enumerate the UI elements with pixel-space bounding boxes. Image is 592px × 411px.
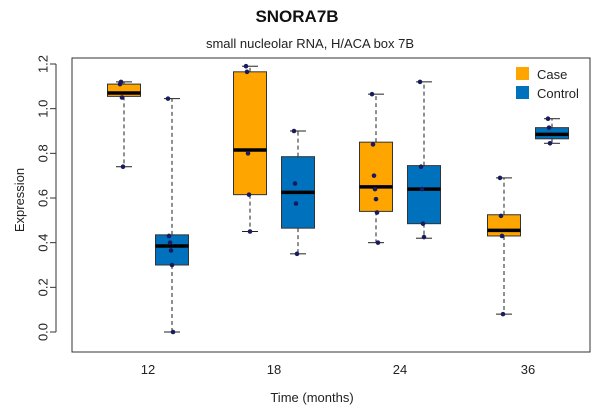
box-case-12 [107,79,141,170]
iqr-box [233,71,267,196]
y-tick-label: 1.2 [35,55,50,73]
data-point [244,69,250,75]
box-control-36 [535,116,569,146]
data-point [545,116,551,122]
y-tick-label: 0.6 [35,189,50,207]
legend-label-control: Control [537,86,579,101]
legend-swatch-case [516,67,529,80]
data-point [166,233,172,239]
data-point [291,128,297,134]
x-tick-label: 24 [393,362,407,377]
legend-label-case: Case [537,67,567,82]
chart-title: SNORA7B [255,7,338,26]
iqr-box [487,214,521,237]
data-point [418,164,424,170]
data-point [167,240,173,245]
data-point [546,125,552,130]
data-point [165,96,171,101]
data-point [293,201,299,206]
data-point [120,164,126,170]
y-tick-label: 0.2 [35,278,50,296]
data-point [373,196,379,202]
data-point [369,91,375,97]
data-point [375,240,381,245]
data-point [245,151,251,156]
y-axis-label: Expression [12,168,27,232]
data-point [417,79,423,85]
data-point [547,140,553,146]
x-tick-label: 18 [267,362,281,377]
y-tick-label: 0.0 [35,323,50,341]
data-point [419,186,425,192]
data-point [374,210,380,215]
data-point [499,233,505,239]
y-tick-label: 0.4 [35,234,50,252]
legend: Case Control [516,67,579,101]
x-tick-label: 36 [521,362,535,377]
data-point [372,186,378,192]
y-tick-label: 0.8 [35,144,50,162]
data-point [420,221,426,226]
plot-border [71,57,591,353]
data-point [168,248,174,253]
data-point [243,63,249,69]
data-point [294,251,300,257]
box-control-24 [407,79,441,240]
data-point [119,95,125,100]
data-point [169,262,175,268]
legend-swatch-control [516,86,529,99]
boxes [107,63,569,335]
data-point [370,142,376,147]
data-point [371,173,377,178]
y-tick-label: 1.0 [35,100,50,118]
box-case-18 [233,63,267,234]
plot-frame [71,57,591,353]
data-point [498,213,504,219]
x-tick-label: 12 [141,362,155,377]
data-point [246,192,252,197]
box-control-18 [281,128,315,257]
chart-subtitle: small nucleolar RNA, H/ACA box 7B [206,36,414,51]
data-point [500,311,506,317]
data-point [292,181,298,186]
box-case-24 [359,91,393,245]
iqr-box [407,165,441,225]
y-axis: 0.0 0.2 0.4 0.6 0.8 1.0 1.2 [35,55,57,341]
box-control-12 [155,96,189,335]
box-case-36 [487,175,521,317]
data-point [421,234,427,240]
data-point [118,79,124,85]
data-point [247,229,253,234]
data-point [497,175,503,181]
x-axis: 12 18 24 36 [141,362,535,377]
data-point [170,329,176,335]
x-axis-label: Time (months) [270,390,353,405]
